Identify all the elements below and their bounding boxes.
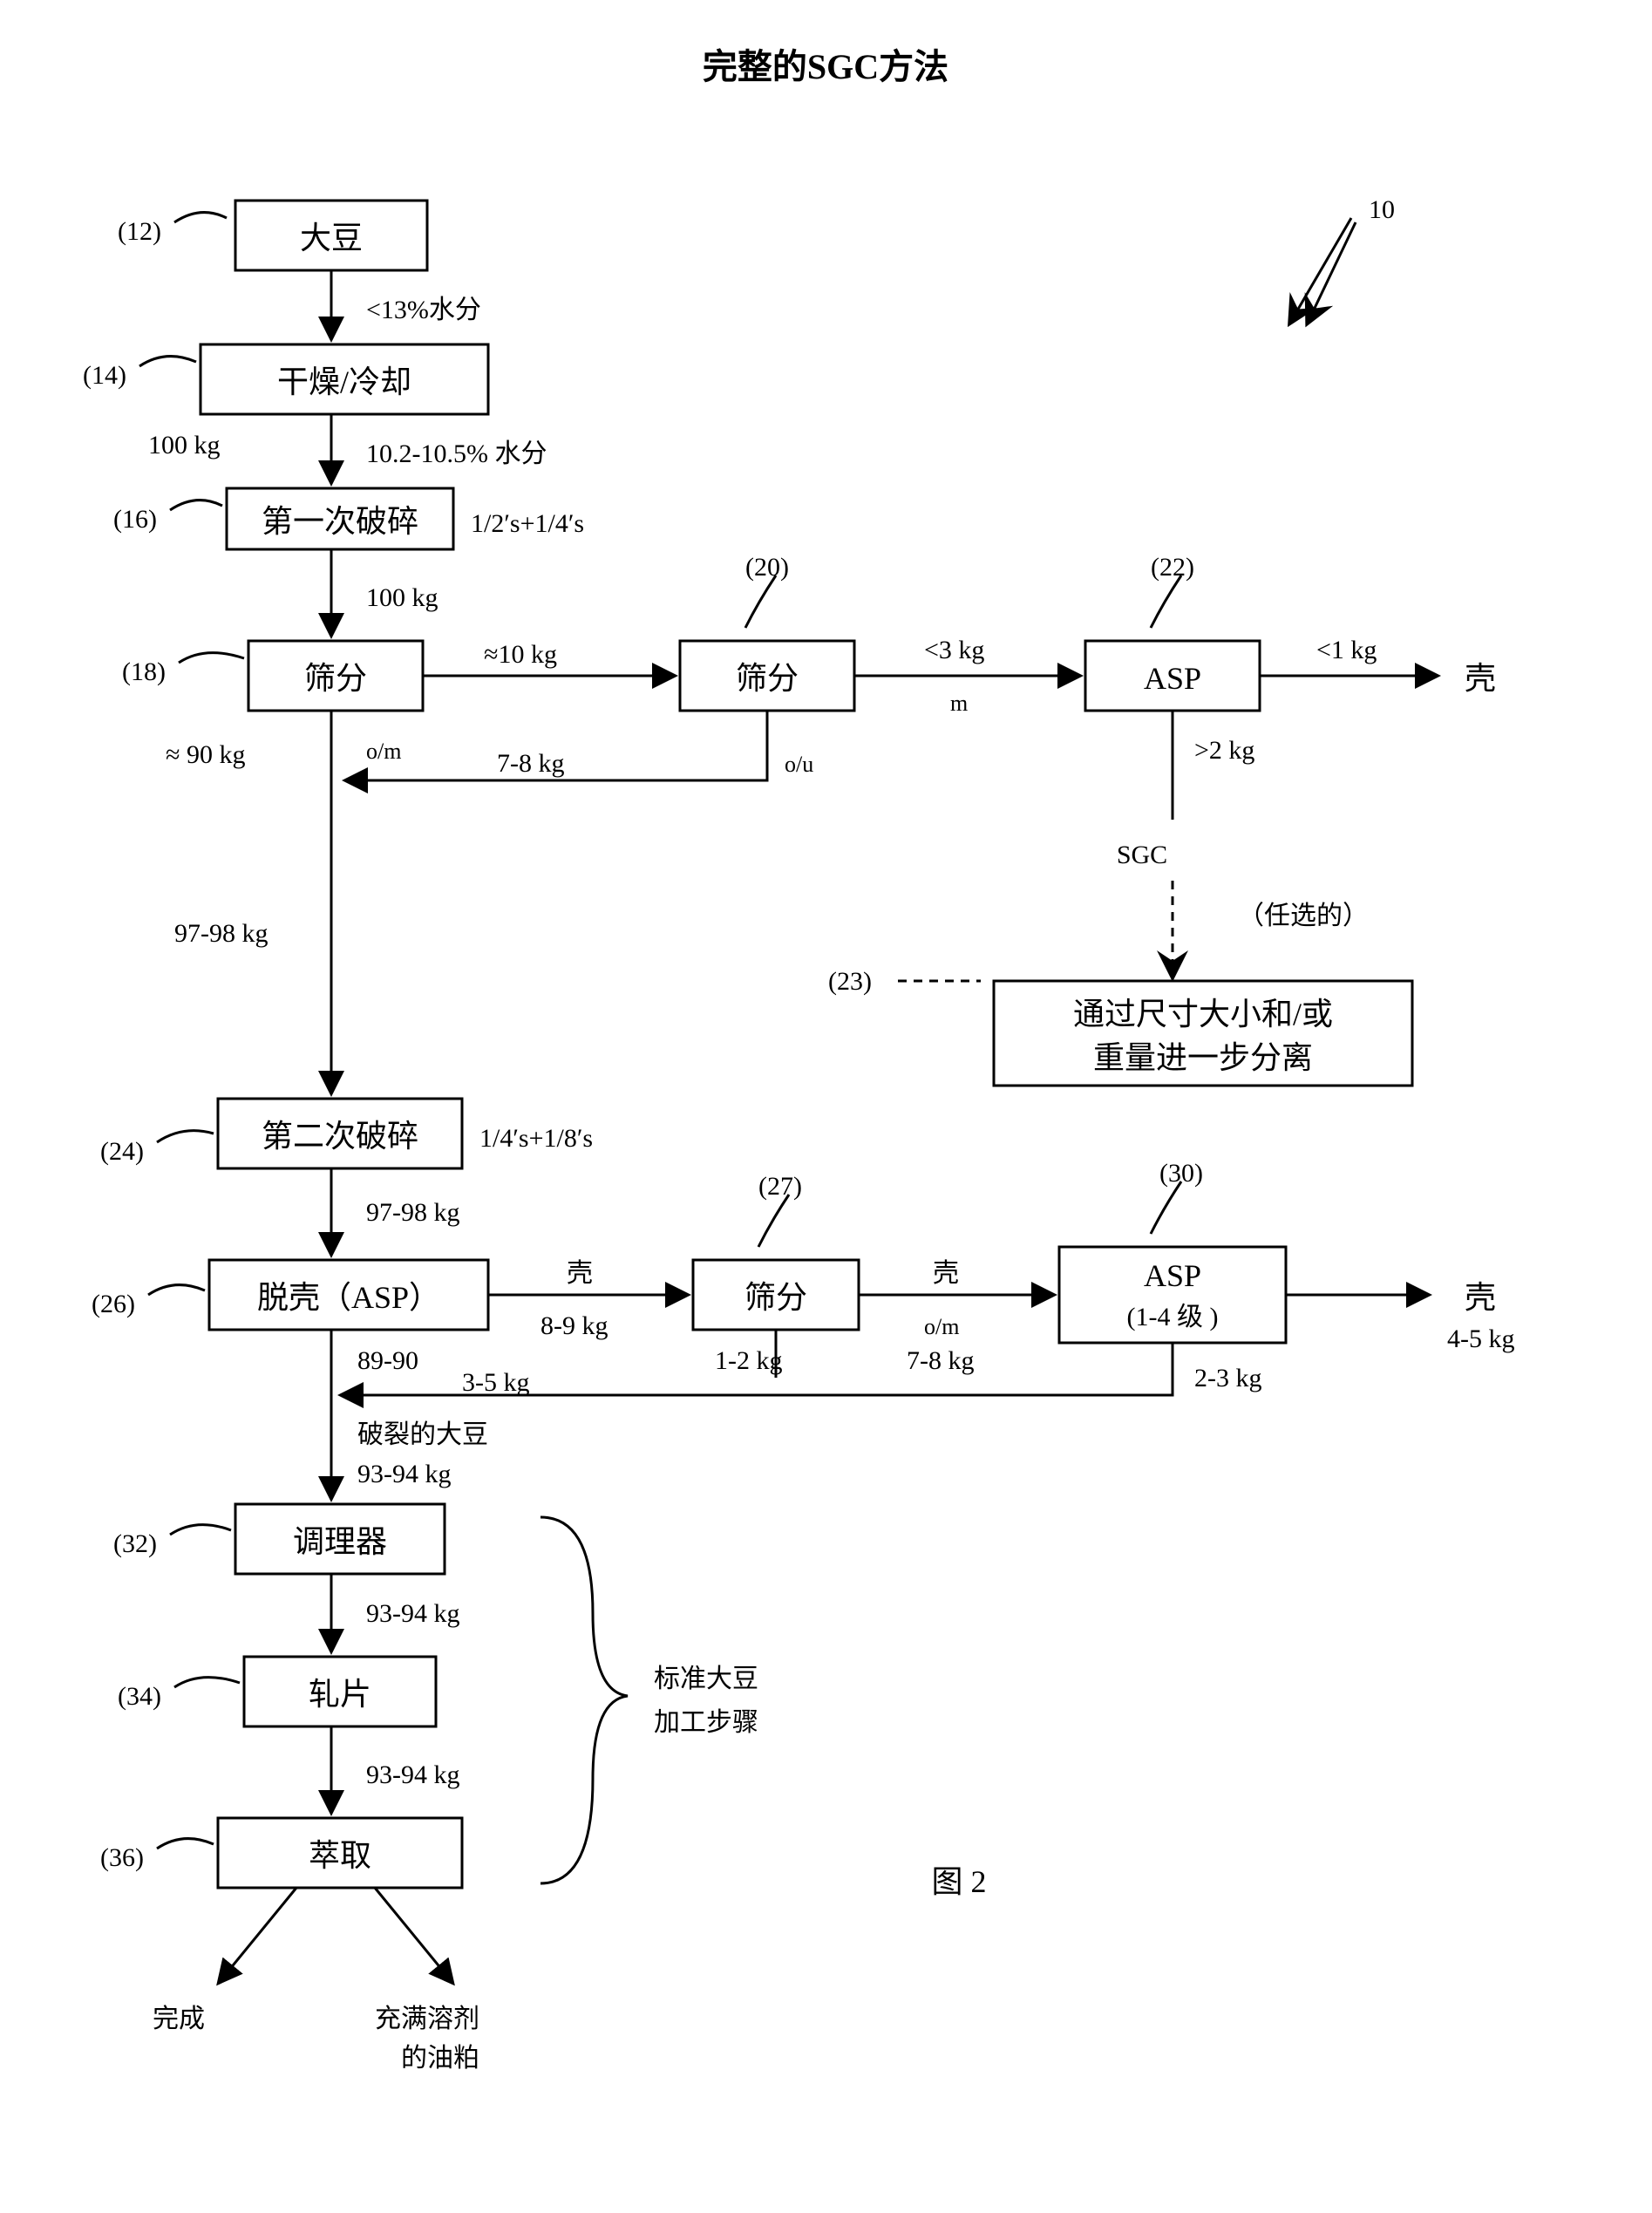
node-conditioner-label: 调理器	[293, 1524, 387, 1559]
node-asp-22-label: ASP	[1144, 661, 1201, 696]
edge-14-left-label: 100 kg	[148, 431, 221, 460]
node-screen-20-label: 筛分	[736, 661, 799, 696]
edge-16-18-label: 100 kg	[366, 583, 438, 612]
node-dry-cool-label: 干燥/冷却	[277, 364, 411, 399]
edge-36-right-l1: 充满溶剂	[375, 2005, 479, 2033]
edge-20-18-top: 7-8 kg	[497, 749, 565, 778]
node-screen-18-ref: (18)	[122, 657, 166, 686]
node-screen-27: 筛分 (27)	[693, 1172, 859, 1330]
node-dehull: 脱壳（ASP） (26)	[92, 1260, 488, 1330]
edge-20-22-bot: m	[950, 691, 968, 716]
edge-30-out-bot: 4-5 kg	[1447, 1324, 1515, 1353]
figure-ref-label: 10	[1369, 195, 1395, 224]
edge-18-down: ≈ 90 kg	[166, 740, 245, 769]
node-asp-30: ASP (1-4 级 ) (30)	[1059, 1159, 1286, 1343]
node-dehull-label: 脱壳（ASP）	[257, 1280, 440, 1315]
edge-22-down: >2 kg	[1194, 736, 1254, 765]
node-second-crush-ref: (24)	[100, 1137, 144, 1166]
node-flake-ref: (34)	[118, 1682, 161, 1711]
std-l1: 标准大豆	[654, 1665, 758, 1693]
node-conditioner-ref: (32)	[113, 1529, 157, 1558]
edge-26-27-top: 壳	[567, 1259, 593, 1288]
edge-27-down: 1-2 kg	[715, 1346, 783, 1375]
node-further-sep-l1: 通过尺寸大小和/或	[1073, 997, 1333, 1032]
edge-36-right-l2: 的油粕	[401, 2044, 479, 2073]
edge-32-34: 93-94 kg	[366, 1599, 460, 1628]
edge-16-right-label: 1/2′s+1/4′s	[471, 509, 584, 538]
edge-26-broken-l2: 93-94 kg	[357, 1460, 452, 1488]
node-screen-27-label: 筛分	[744, 1280, 807, 1315]
node-further-sep-l2: 重量进一步分离	[1093, 1040, 1313, 1075]
edge-26-back: 3-5 kg	[462, 1368, 530, 1397]
node-first-crush-ref: (16)	[113, 505, 157, 534]
node-conditioner: 调理器 (32)	[113, 1504, 445, 1574]
edge-18-20-label: ≈10 kg	[484, 640, 557, 669]
node-asp-30-ref: (30)	[1159, 1159, 1203, 1188]
edge-24-right: 1/4′s+1/8′s	[479, 1124, 593, 1153]
edge-27-30-bot: o/m	[924, 1314, 959, 1339]
node-screen-18: 筛分 (18)	[122, 641, 423, 711]
node-second-crush-label: 第二次破碎	[262, 1119, 418, 1154]
node-screen-27-ref: (27)	[758, 1172, 802, 1201]
edge-27-30-top: 壳	[933, 1259, 959, 1288]
edge-24-26: 97-98 kg	[366, 1198, 460, 1227]
node-first-crush-label: 第一次破碎	[262, 504, 418, 539]
edge-20-18-right: o/u	[785, 752, 813, 777]
edge-20-22-top: <3 kg	[924, 636, 984, 664]
node-screen-20-ref: (20)	[745, 553, 789, 582]
node-second-crush: 第二次破碎 (24)	[100, 1099, 462, 1168]
node-asp-22-ref: (22)	[1151, 553, 1194, 582]
node-asp-30-l2: (1-4 级 )	[1127, 1303, 1219, 1331]
edge-22-sgc: SGC	[1117, 841, 1167, 869]
node-flake-label: 轧片	[309, 1677, 371, 1712]
edge-26-27-bot: 8-9 kg	[540, 1311, 608, 1340]
diagram-title: 完整的SGC方法	[703, 47, 948, 86]
edge-34-36: 93-94 kg	[366, 1760, 460, 1789]
node-flake: 轧片 (34)	[118, 1657, 436, 1726]
node-dry-cool: 干燥/冷却 (14)	[83, 344, 488, 414]
node-soybean-label: 大豆	[300, 221, 363, 255]
edge-22-optional: （任选的）	[1238, 902, 1369, 930]
node-extract: 萃取 (36)	[100, 1818, 462, 1888]
edge-27-30-bot2: 7-8 kg	[907, 1346, 975, 1375]
edge-12-14-label: <13%水分	[366, 296, 481, 324]
node-further-sep: 通过尺寸大小和/或 重量进一步分离 (23)	[828, 967, 1412, 1086]
edge-14-16-label: 10.2-10.5% 水分	[366, 439, 547, 468]
std-l2: 加工步骤	[654, 1708, 758, 1737]
node-asp-30-l1: ASP	[1144, 1258, 1201, 1293]
figure-label: 图 2	[931, 1864, 986, 1899]
node-soybean-ref: (12)	[118, 217, 161, 246]
node-screen-18-label: 筛分	[304, 661, 367, 696]
edge-26-down: 89-90	[357, 1346, 418, 1375]
node-extract-ref: (36)	[100, 1843, 144, 1872]
node-asp-22: ASP (22)	[1085, 553, 1260, 711]
flowchart-diagram: 完整的SGC方法 10 大豆 (12) <13%水分 干燥/冷却 (14) 10…	[0, 0, 1652, 2213]
edge-36-left: 完成	[153, 2005, 205, 2033]
node-extract-label: 萃取	[309, 1838, 371, 1873]
figure-ref-arrow: 10	[1290, 195, 1395, 323]
node-further-sep-ref: (23)	[828, 967, 872, 996]
node-dry-cool-ref: (14)	[83, 361, 126, 390]
edge-18-om: o/m	[366, 739, 401, 764]
node-screen-20: 筛分 (20)	[680, 553, 854, 711]
edge-22-out-top: <1 kg	[1316, 636, 1377, 664]
edge-30-out-top: 壳	[1465, 1280, 1496, 1315]
edge-30-back: 2-3 kg	[1194, 1364, 1262, 1392]
node-first-crush: 第一次破碎 (16)	[113, 488, 453, 549]
node-dehull-ref: (26)	[92, 1290, 135, 1318]
edge-26-broken-l1: 破裂的大豆	[357, 1420, 488, 1449]
edge-18-24: 97-98 kg	[174, 919, 269, 948]
edge-22-out-label: 壳	[1465, 661, 1496, 696]
node-soybean: 大豆 (12)	[118, 201, 427, 270]
